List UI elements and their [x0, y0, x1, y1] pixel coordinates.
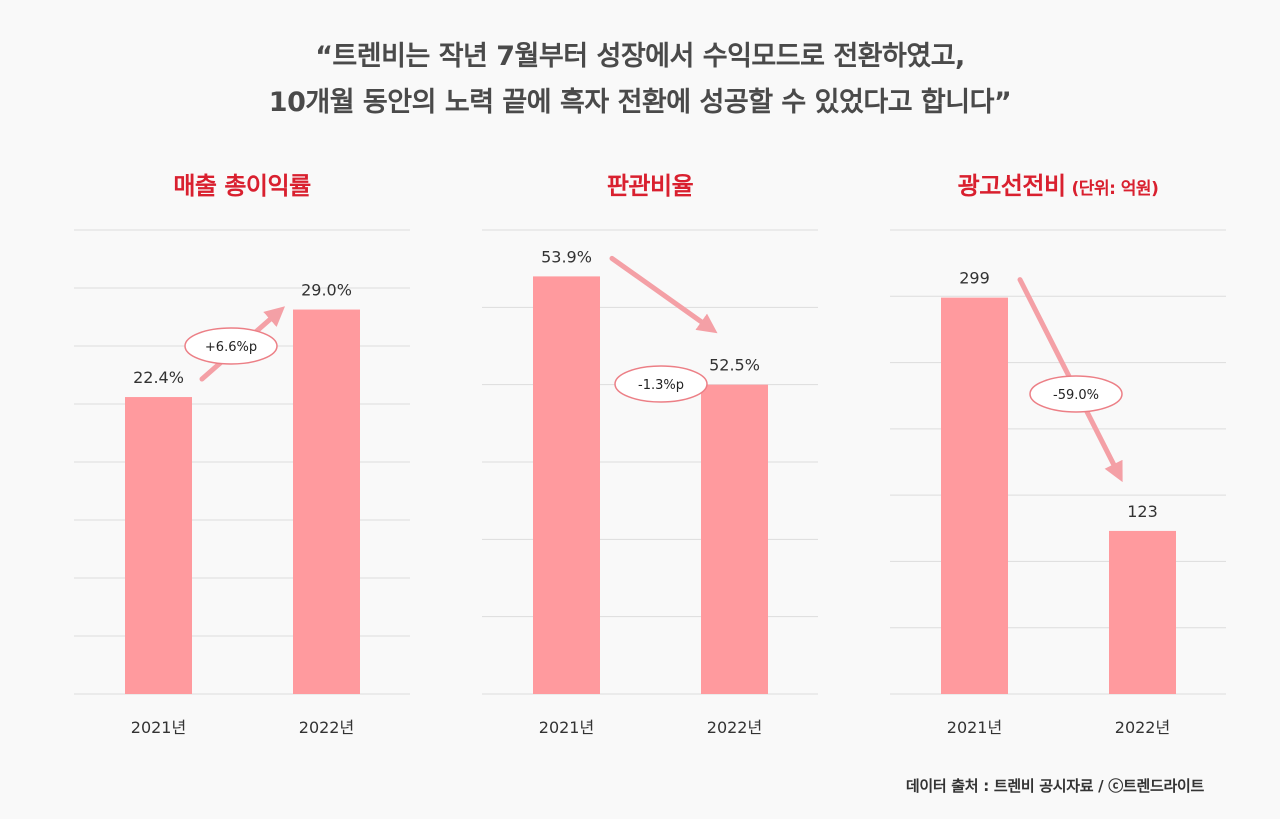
bar — [941, 297, 1008, 694]
chart-title-ad-expense: 광고선전비 (단위: 억원) — [890, 166, 1226, 206]
change-badge — [184, 327, 278, 365]
x-tick-label: 2022년 — [707, 718, 762, 737]
x-tick-label: 2021년 — [539, 718, 594, 737]
value-label: 53.9% — [541, 247, 592, 266]
value-label: 123 — [1127, 502, 1158, 521]
chart-title-text: 광고선전비 — [957, 172, 1066, 200]
chart-unit-label: (단위: 억원) — [1071, 179, 1159, 199]
bar — [701, 384, 768, 694]
value-label: 52.5% — [709, 356, 760, 375]
bar — [293, 309, 360, 694]
change-badge — [1029, 375, 1123, 413]
bar — [125, 397, 192, 694]
value-label: 299 — [959, 269, 990, 288]
headline-line-2: 10개월 동안의 노력 끝에 흑자 전환에 성공할 수 있었다고 합니다” — [268, 87, 1012, 118]
chart-title-sga-ratio: 판관비율 — [482, 166, 818, 206]
source-credit: 데이터 출처 : 트렌비 공시자료 / ⓒ트렌드라이트 — [905, 777, 1204, 795]
trend-arrow-down — [609, 255, 718, 334]
headline-line-1: “트렌비는 작년 7월부터 성장에서 수익모드로 전환하였고, — [315, 41, 965, 72]
chart-title-text: 매출 총이익률 — [173, 172, 311, 200]
value-label: 22.4% — [133, 368, 184, 387]
chart-title-gross-margin: 매출 총이익률 — [74, 166, 410, 206]
change-badge — [614, 365, 708, 403]
bar — [1109, 530, 1176, 694]
x-tick-label: 2021년 — [947, 718, 1002, 737]
x-tick-label: 2022년 — [299, 718, 354, 737]
x-tick-label: 2021년 — [131, 718, 186, 737]
chart-title-text: 판관비율 — [606, 172, 694, 200]
change-label: +6.6%p — [205, 340, 257, 355]
change-label: -1.3%p — [638, 378, 684, 393]
change-label: -59.0% — [1053, 388, 1099, 403]
headline: “트렌비는 작년 7월부터 성장에서 수익모드로 전환하였고, 10개월 동안의… — [0, 34, 1280, 126]
x-tick-label: 2022년 — [1115, 718, 1170, 737]
bar — [533, 276, 600, 694]
value-label: 29.0% — [301, 281, 352, 300]
